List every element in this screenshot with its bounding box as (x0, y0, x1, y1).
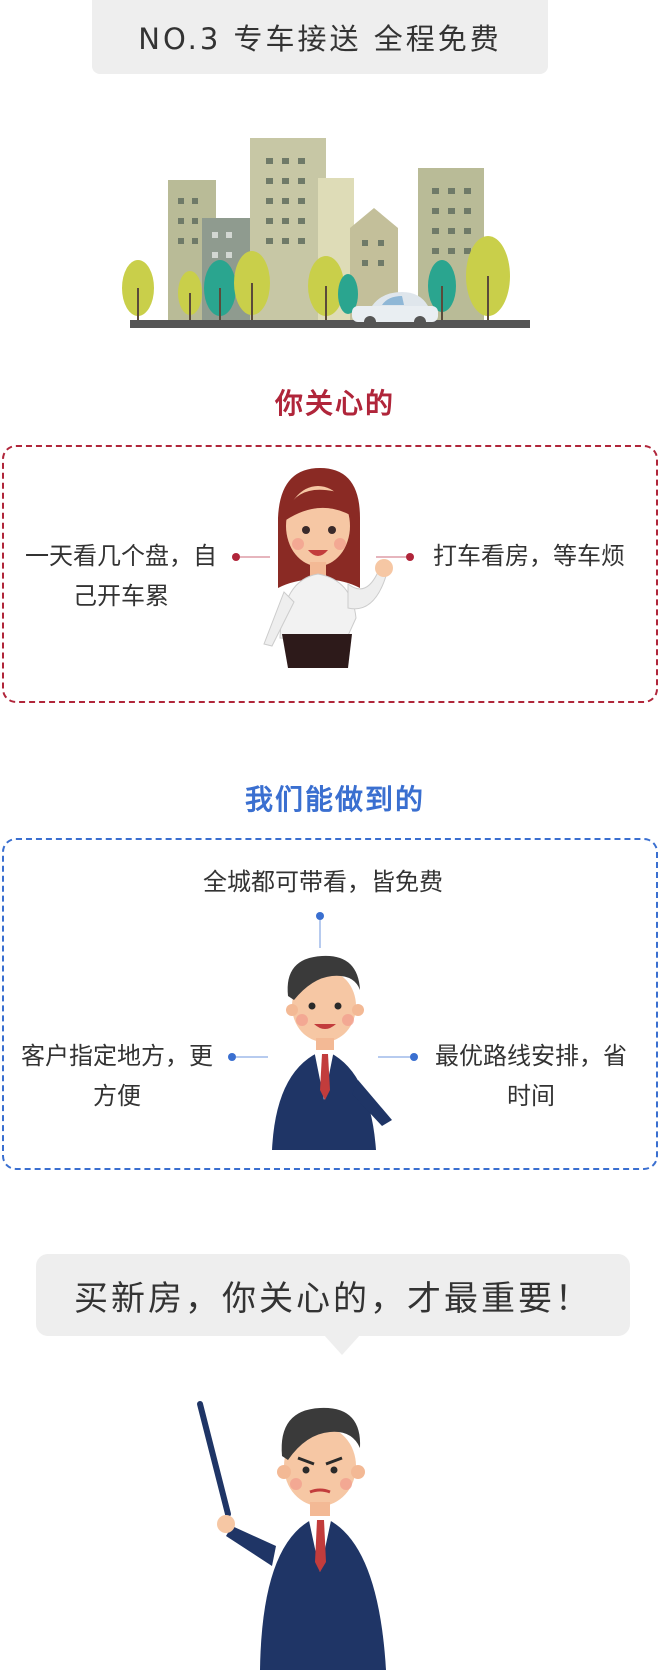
speech-bubble: 买新房，你关心的，才最重要！ (36, 1254, 630, 1336)
care-right-connector (376, 556, 406, 558)
section-do-title: 我们能做到的 (244, 783, 425, 816)
man-illustration (272, 955, 392, 1150)
care-right-dot (406, 553, 414, 561)
do-top-text: 全城都可带看，皆免费 (203, 868, 443, 896)
do-left-dot (228, 1053, 236, 1061)
city-skyline-illustration (122, 138, 530, 328)
care-box (2, 445, 658, 703)
do-box (2, 838, 658, 1170)
man-pointer-illustration (197, 1401, 386, 1670)
care-left-connector (240, 556, 270, 558)
woman-illustration (263, 468, 393, 668)
care-left-line-2: 己开车累 (73, 582, 169, 610)
do-right-dot (410, 1053, 418, 1061)
do-left-connector (236, 1056, 268, 1058)
speech-bubble-tail (324, 1335, 360, 1355)
do-right-line-1: 最优路线安排，省 (435, 1042, 627, 1070)
do-right-connector (378, 1056, 410, 1058)
do-right-text: 最优路线安排，省 时间 (418, 1036, 644, 1116)
care-left-line-1: 一天看几个盘，自 (25, 542, 217, 570)
header-title: NO.3 专车接送 全程免费 (92, 0, 548, 74)
care-left-text: 一天看几个盘，自 己开车累 (8, 536, 234, 616)
do-right-line-2: 时间 (507, 1082, 555, 1110)
do-top-connector (319, 920, 321, 948)
do-left-line-1: 客户指定地方，更 (21, 1042, 213, 1070)
do-left-line-2: 方便 (93, 1082, 141, 1110)
do-top-dot (316, 912, 324, 920)
section-care-title: 你关心的 (274, 387, 395, 420)
care-right-text: 打车看房，等车烦 (433, 542, 625, 570)
car-icon (352, 292, 438, 328)
care-left-dot (232, 553, 240, 561)
do-left-text: 客户指定地方，更 方便 (4, 1036, 230, 1116)
